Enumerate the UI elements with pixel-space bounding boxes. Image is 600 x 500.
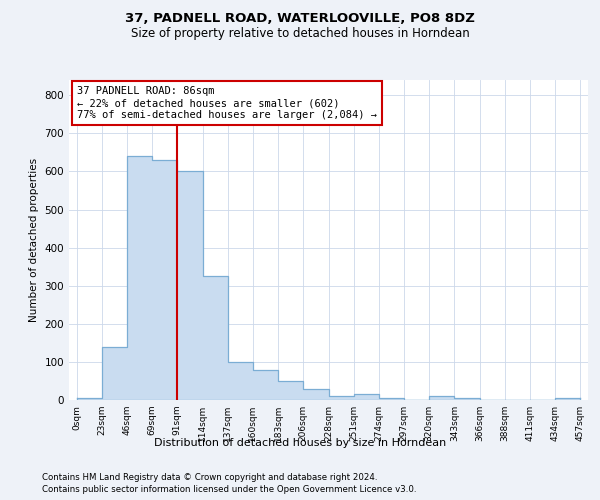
Text: Size of property relative to detached houses in Horndean: Size of property relative to detached ho… — [131, 28, 469, 40]
Text: 37 PADNELL ROAD: 86sqm
← 22% of detached houses are smaller (602)
77% of semi-de: 37 PADNELL ROAD: 86sqm ← 22% of detached… — [77, 86, 377, 120]
Y-axis label: Number of detached properties: Number of detached properties — [29, 158, 39, 322]
Text: 37, PADNELL ROAD, WATERLOOVILLE, PO8 8DZ: 37, PADNELL ROAD, WATERLOOVILLE, PO8 8DZ — [125, 12, 475, 26]
Text: Contains public sector information licensed under the Open Government Licence v3: Contains public sector information licen… — [42, 485, 416, 494]
Text: Distribution of detached houses by size in Horndean: Distribution of detached houses by size … — [154, 438, 446, 448]
Text: Contains HM Land Registry data © Crown copyright and database right 2024.: Contains HM Land Registry data © Crown c… — [42, 472, 377, 482]
